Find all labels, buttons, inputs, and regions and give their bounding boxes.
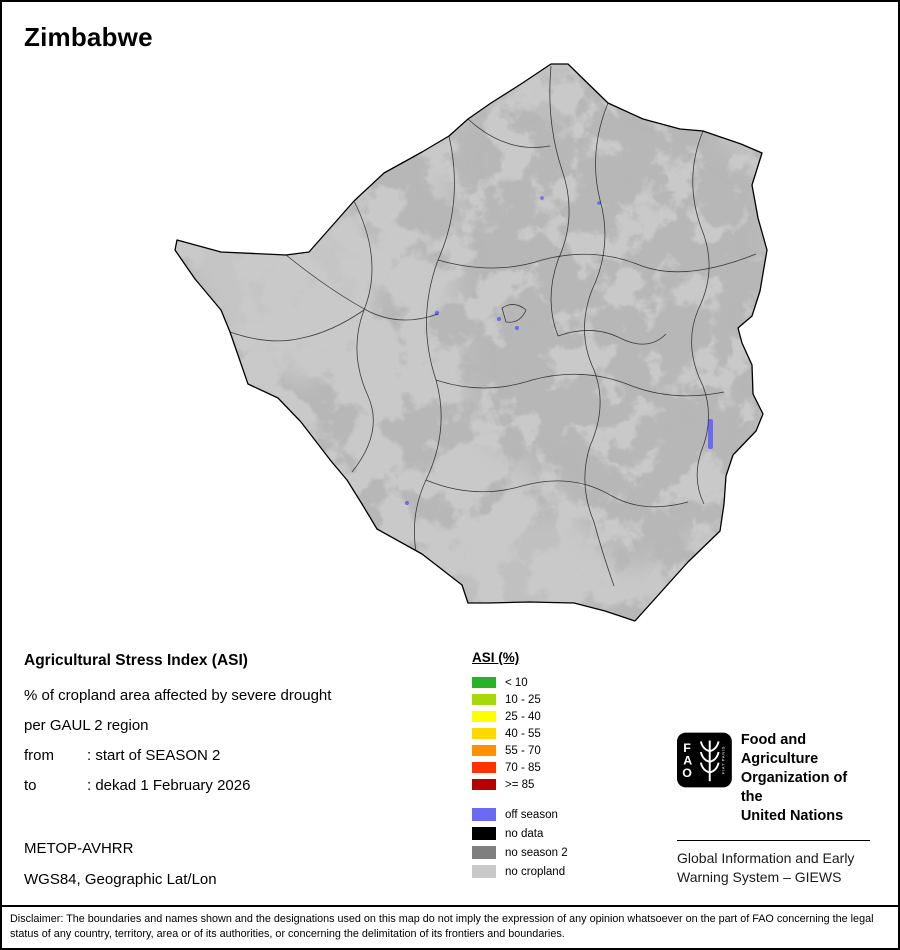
period-to-row: to : dekad 1 February 2026 <box>24 777 331 795</box>
svg-text:FIAT PANIS: FIAT PANIS <box>721 746 726 774</box>
legend-row: off season <box>472 805 568 824</box>
legend-row: no season 2 <box>472 843 568 862</box>
giews-line: Global Information and Early <box>677 850 855 866</box>
legend-row: no cropland <box>472 862 568 881</box>
legend-label: off season <box>505 808 558 821</box>
legend-swatch <box>472 677 496 688</box>
fao-divider <box>677 840 870 841</box>
legend-title: ASI (%) <box>472 650 520 665</box>
fao-org-line: Food and Agriculture <box>740 732 819 767</box>
period-from-row: from : start of SEASON 2 <box>24 747 331 765</box>
legend-row: 25 - 40 <box>472 708 568 725</box>
legend-swatch <box>472 711 496 722</box>
legend-label: 70 - 85 <box>505 761 541 774</box>
dense-zone-east <box>447 64 767 574</box>
legend-label: 40 - 55 <box>505 727 541 740</box>
legend-label: no cropland <box>505 865 566 878</box>
svg-text:F: F <box>683 741 691 755</box>
asi-subtitle-2: per GAUL 2 region <box>24 717 149 734</box>
sensor-label: METOP-AVHRR <box>24 840 134 857</box>
legend-swatch <box>472 762 496 773</box>
legend-row: < 10 <box>472 674 568 691</box>
fao-block: F A O FIAT PANIS Food and Agriculture Or… <box>677 729 870 887</box>
giews-line: Warning System – GIEWS <box>677 869 842 885</box>
district-boundaries <box>229 65 757 587</box>
asi-heading: Agricultural Stress Index (ASI) <box>24 652 248 669</box>
legend-label: no season 2 <box>505 846 568 859</box>
fao-header: F A O FIAT PANIS Food and Agriculture Or… <box>677 729 870 826</box>
fao-org-line: United Nations <box>740 808 844 824</box>
projection-label: WGS84, Geographic Lat/Lon <box>24 871 217 888</box>
legend-label: 55 - 70 <box>505 744 541 757</box>
fao-logo-icon: F A O FIAT PANIS <box>677 732 732 788</box>
fao-org-name: Food and Agriculture Organization of the… <box>741 729 870 826</box>
country-border <box>174 63 768 622</box>
zimbabwe-map-canvas <box>174 63 768 622</box>
legend-row: 70 - 85 <box>472 759 568 776</box>
svg-text:O: O <box>682 766 692 780</box>
light-zone-south <box>432 517 627 620</box>
legend-row: no data <box>472 824 568 843</box>
legend-swatch <box>472 808 496 821</box>
legend-swatch <box>472 779 496 790</box>
map-raster-layers <box>175 64 767 621</box>
disclaimer: Disclaimer: The boundaries and names sho… <box>2 905 898 948</box>
legend-row: 40 - 55 <box>472 725 568 742</box>
from-value: : start of SEASON 2 <box>87 747 221 764</box>
off-season-marks <box>405 196 713 505</box>
legend-label: no data <box>505 827 544 840</box>
legend-row: 55 - 70 <box>472 742 568 759</box>
map-meta-block: METOP-AVHRR WGS84, Geographic Lat/Lon <box>24 840 217 902</box>
svg-text:A: A <box>683 753 692 767</box>
legend-label: 10 - 25 <box>505 693 541 706</box>
giews-name: Global Information and Early Warning Sys… <box>677 849 870 887</box>
asi-legend: ASI (%) < 10 10 - 25 25 - 40 40 - 55 55 … <box>472 650 568 881</box>
legend-label: >= 85 <box>505 778 535 791</box>
legend-row: 10 - 25 <box>472 691 568 708</box>
to-value: : dekad 1 February 2026 <box>87 777 251 794</box>
legend-swatch <box>472 846 496 859</box>
asi-subtitle-1: % of cropland area affected by severe dr… <box>24 687 332 704</box>
legend-row: >= 85 <box>472 776 568 793</box>
from-label: from <box>24 747 54 764</box>
to-label: to <box>24 777 37 794</box>
legend-swatch <box>472 694 496 705</box>
legend-swatch <box>472 728 496 739</box>
map-info-block: Agricultural Stress Index (ASI) % of cro… <box>24 652 331 807</box>
legend-label: < 10 <box>505 676 528 689</box>
legend-swatch <box>472 865 496 878</box>
wheat-icon <box>699 740 720 782</box>
fao-org-line: Organization of the <box>740 770 848 805</box>
legend-label: 25 - 40 <box>505 710 541 723</box>
legend-swatch <box>472 745 496 756</box>
legend-swatch <box>472 827 496 840</box>
page-title: Zimbabwe <box>24 22 153 52</box>
legend-extra-group: off season no data no season 2 no cropla… <box>472 805 568 881</box>
